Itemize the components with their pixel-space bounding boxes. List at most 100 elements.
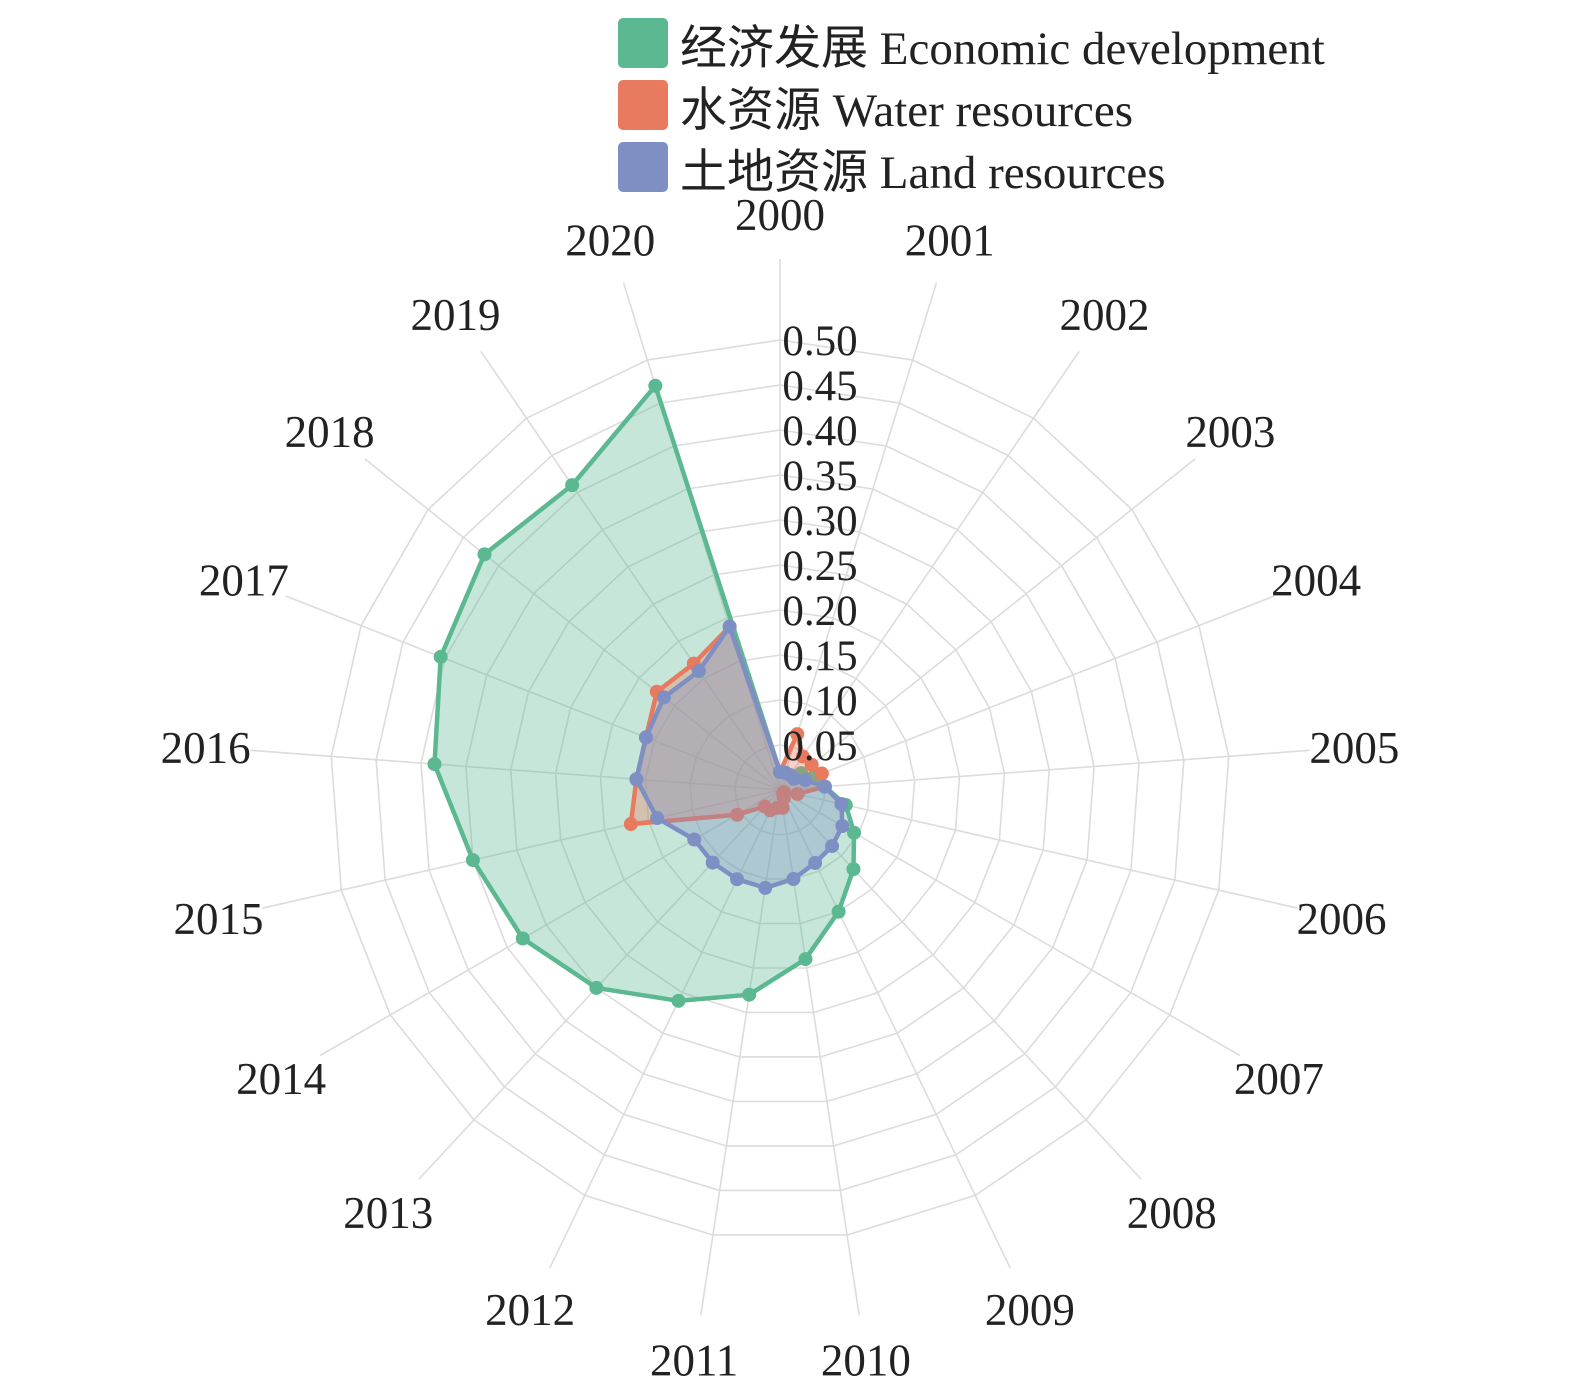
radar-labels: 0.050.100.150.200.250.300.350.400.450.50… xyxy=(161,190,1400,1386)
year-label-2019: 2019 xyxy=(411,290,501,340)
data-point-land-2008[interactable] xyxy=(825,839,840,854)
year-label-2009: 2009 xyxy=(985,1285,1075,1335)
year-label-2004: 2004 xyxy=(1271,556,1361,606)
year-label-2017: 2017 xyxy=(199,556,289,606)
radial-tick-label: 0.15 xyxy=(782,633,857,680)
grid-spoke xyxy=(779,789,1012,1269)
year-label-2011: 2011 xyxy=(650,1336,738,1386)
data-point-land-2014[interactable] xyxy=(687,832,702,847)
legend-label-economic: 经济发展 Economic development xyxy=(680,22,1325,75)
grid-ring xyxy=(644,654,916,925)
grid-spoke xyxy=(779,789,1142,1180)
radar-series xyxy=(427,378,862,1008)
data-point-land-2018[interactable] xyxy=(656,690,671,705)
data-point-economic-2019[interactable] xyxy=(565,478,580,493)
data-point-economic-2017[interactable] xyxy=(433,649,448,664)
data-point-land-2004[interactable] xyxy=(798,773,813,788)
year-label-2013: 2013 xyxy=(343,1188,433,1238)
year-label-2010: 2010 xyxy=(821,1336,911,1386)
grid-ring xyxy=(689,699,871,880)
data-point-economic-2016[interactable] xyxy=(427,757,442,772)
grid-spoke xyxy=(285,595,781,791)
radial-tick-label: 0.35 xyxy=(782,453,857,500)
radar-grid xyxy=(250,259,1310,1316)
data-point-water-2014[interactable] xyxy=(730,807,745,822)
data-point-water-2013[interactable] xyxy=(757,799,772,814)
radial-tick-label: 0.50 xyxy=(782,318,857,365)
legend-label-land: 土地资源 Land resources xyxy=(680,146,1166,199)
data-point-land-2005[interactable] xyxy=(817,779,832,794)
legend: 经济发展 Economic development 水资源 Water reso… xyxy=(618,12,1325,199)
data-point-economic-2007[interactable] xyxy=(847,825,862,840)
data-point-land-2017[interactable] xyxy=(638,730,653,745)
data-point-economic-2013[interactable] xyxy=(589,980,604,995)
grid-ring xyxy=(375,384,1185,1192)
grid-ring xyxy=(509,519,1051,1058)
grid-spoke xyxy=(779,749,1310,791)
legend-item-land[interactable]: 土地资源 Land resources xyxy=(618,136,1325,199)
radial-tick-label: 0.45 xyxy=(782,363,857,410)
data-point-land-2015[interactable] xyxy=(650,811,665,826)
grid-ring xyxy=(330,339,1230,1236)
year-label-2003: 2003 xyxy=(1185,407,1275,457)
grid-ring xyxy=(420,429,1140,1147)
data-point-water-2004[interactable] xyxy=(814,766,829,781)
data-point-water-2001[interactable] xyxy=(790,727,805,742)
year-label-2005: 2005 xyxy=(1309,723,1399,773)
radial-tick-label: 0.25 xyxy=(782,543,857,590)
grid-ring xyxy=(554,564,1006,1014)
data-point-land-2009[interactable] xyxy=(808,855,823,870)
radial-tick-label: 0.05 xyxy=(782,723,857,770)
year-label-2008: 2008 xyxy=(1127,1188,1217,1238)
data-point-water-2015[interactable] xyxy=(623,817,638,832)
radial-tick-label: 0.10 xyxy=(782,678,857,725)
grid-spoke xyxy=(262,789,781,909)
data-point-land-2010[interactable] xyxy=(786,871,801,886)
data-point-land-2016[interactable] xyxy=(629,772,644,787)
grid-ring xyxy=(599,609,961,969)
grid-ring xyxy=(465,474,1095,1103)
data-point-water-2006[interactable] xyxy=(790,787,805,802)
data-point-economic-2010[interactable] xyxy=(798,952,813,967)
data-point-land-2012[interactable] xyxy=(730,872,745,887)
data-point-water-2003[interactable] xyxy=(804,757,819,772)
year-label-2006: 2006 xyxy=(1297,894,1387,944)
legend-swatch-water xyxy=(618,80,668,130)
legend-item-economic[interactable]: 经济发展 Economic development xyxy=(618,12,1325,75)
data-point-land-2003[interactable] xyxy=(787,771,802,786)
grid-spoke xyxy=(319,789,781,1057)
data-point-economic-2015[interactable] xyxy=(465,853,480,868)
year-label-2018: 2018 xyxy=(285,407,375,457)
data-point-economic-2011[interactable] xyxy=(742,987,757,1002)
data-point-land-2011[interactable] xyxy=(758,880,773,895)
grid-spoke xyxy=(250,749,781,791)
data-point-land-2019[interactable] xyxy=(691,664,706,679)
data-point-land-2020[interactable] xyxy=(722,619,737,634)
data-point-economic-2020[interactable] xyxy=(648,378,663,393)
grid-spoke xyxy=(548,789,781,1269)
year-label-2015: 2015 xyxy=(173,894,263,944)
data-point-land-2006[interactable] xyxy=(834,797,849,812)
data-point-economic-2012[interactable] xyxy=(671,993,686,1008)
grid-spoke xyxy=(779,282,938,791)
radial-tick-label: 0.20 xyxy=(782,588,857,635)
grid-spoke xyxy=(480,350,781,791)
legend-swatch-land xyxy=(618,142,668,192)
legend-swatch-economic xyxy=(618,18,668,68)
grid-spoke xyxy=(364,458,781,791)
year-label-2020: 2020 xyxy=(565,216,655,266)
radial-tick-label: 0.30 xyxy=(782,498,857,545)
data-point-water-2002[interactable] xyxy=(795,749,810,764)
year-label-2014: 2014 xyxy=(236,1054,326,1104)
data-point-economic-2014[interactable] xyxy=(515,931,530,946)
data-point-economic-2018[interactable] xyxy=(477,547,492,562)
year-label-2002: 2002 xyxy=(1059,290,1149,340)
data-point-economic-2009[interactable] xyxy=(831,904,846,919)
data-point-land-2007[interactable] xyxy=(835,819,850,833)
data-point-land-2013[interactable] xyxy=(705,855,720,870)
grid-spoke xyxy=(779,595,1275,791)
year-label-2000: 2000 xyxy=(735,190,825,240)
data-point-economic-2008[interactable] xyxy=(846,862,861,877)
legend-item-water[interactable]: 水资源 Water resources xyxy=(618,74,1325,137)
